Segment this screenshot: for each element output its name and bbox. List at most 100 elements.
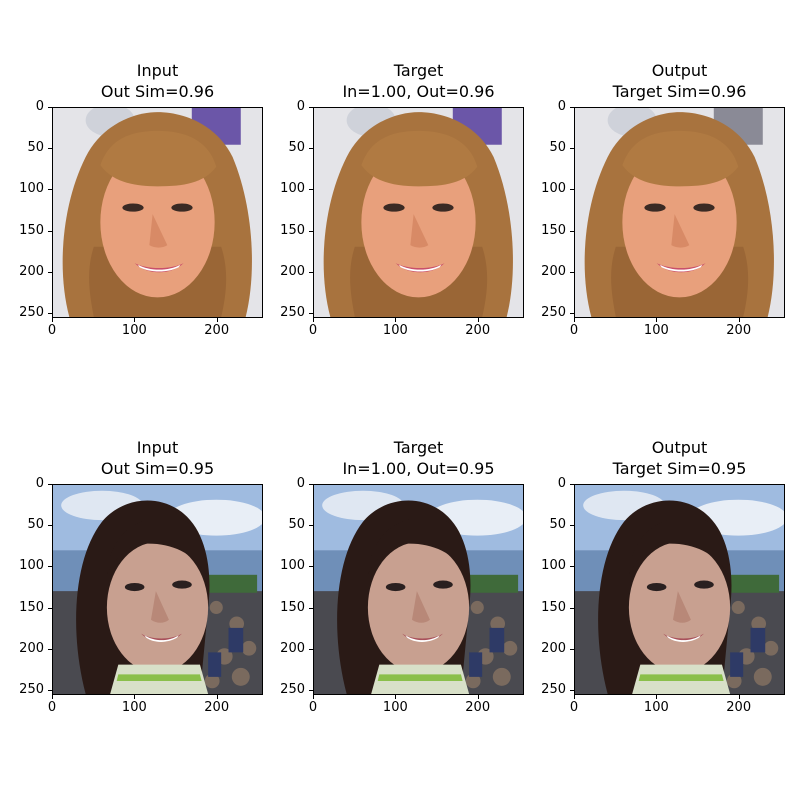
y-tick-label: 200 [541,640,566,656]
y-tick [309,648,313,650]
y-tick [309,607,313,609]
portrait-image [53,485,262,694]
y-tick [570,148,574,150]
y-tick [48,312,52,314]
y-tick-label: 150 [19,599,44,615]
y-tick-label: 100 [541,558,566,574]
y-tick-label: 50 [27,517,44,533]
y-tick-label: 150 [280,222,305,238]
y-tick [309,107,313,108]
x-tick-label: 200 [726,323,752,338]
y-tick [48,271,52,273]
y-tick [48,148,52,150]
y-tick-label: 250 [541,304,566,320]
x-tick [134,318,136,322]
x-tick [477,695,479,699]
y-tick [570,271,574,273]
y-tick [570,230,574,232]
y-tick-label: 250 [280,304,305,320]
portrait-image [53,108,262,317]
y-tick [48,648,52,650]
subplot-subtitle: Target Sim=0.96 [612,82,747,101]
y-tick-label: 150 [541,599,566,615]
y-tick-label: 50 [27,140,44,156]
y-tick [570,566,574,568]
x-tick-label: 0 [569,323,579,338]
y-tick-label: 150 [19,222,44,238]
y-tick-label: 0 [296,99,305,114]
x-tick [395,695,397,699]
y-tick [570,525,574,527]
x-tick-label: 200 [204,323,230,338]
y-tick [570,312,574,314]
y-tick-label: 200 [19,640,44,656]
x-tick-label: 100 [382,700,408,715]
x-tick [216,318,218,322]
x-tick [313,318,314,322]
x-tick-label: 100 [382,323,408,338]
y-tick [48,107,52,108]
subplot-title: Input [136,61,179,80]
portrait-image [314,108,523,317]
x-tick-label: 100 [121,323,147,338]
x-tick-label: 100 [643,700,669,715]
y-tick-label: 250 [541,681,566,697]
y-tick-label: 50 [288,517,305,533]
y-tick-label: 250 [19,304,44,320]
x-tick [313,695,314,699]
x-tick [738,695,740,699]
y-tick [309,148,313,150]
y-tick-label: 100 [541,181,566,197]
y-tick-label: 0 [296,476,305,491]
x-tick-label: 0 [47,700,57,715]
x-tick [395,318,397,322]
y-tick [570,648,574,650]
y-tick [48,566,52,568]
y-tick-label: 100 [280,558,305,574]
y-tick [309,689,313,691]
subplot-subtitle: Target Sim=0.95 [612,459,747,478]
image-frame [52,484,263,695]
y-tick [309,484,313,485]
x-tick-label: 200 [726,700,752,715]
subplot-title: Target [393,438,444,457]
y-tick-label: 50 [288,140,305,156]
y-tick-label: 100 [19,181,44,197]
subplot-subtitle: Out Sim=0.95 [100,459,215,478]
portrait-image [575,108,784,317]
x-tick-label: 0 [569,700,579,715]
subplot-title: Output [651,438,708,457]
y-tick-label: 50 [549,140,566,156]
y-tick [309,525,313,527]
x-tick-label: 0 [308,700,318,715]
y-tick [309,566,313,568]
y-tick [570,107,574,108]
y-tick-label: 50 [549,517,566,533]
portrait-image [575,485,784,694]
x-tick [656,695,658,699]
y-tick [48,607,52,609]
x-tick-label: 0 [308,323,318,338]
y-tick [570,484,574,485]
x-tick-label: 100 [121,700,147,715]
y-tick [309,271,313,273]
y-tick-label: 100 [280,181,305,197]
y-tick-label: 150 [280,599,305,615]
subplot-title: Target [393,61,444,80]
x-tick [52,695,53,699]
subplot-subtitle: Out Sim=0.96 [100,82,215,101]
y-tick [48,484,52,485]
y-tick [570,607,574,609]
x-tick [574,318,575,322]
x-tick-label: 200 [465,700,491,715]
y-tick-label: 100 [19,558,44,574]
x-tick [656,318,658,322]
y-tick [309,230,313,232]
x-tick [52,318,53,322]
x-tick-label: 200 [204,700,230,715]
image-frame [313,484,524,695]
y-tick-label: 200 [541,263,566,279]
y-tick [309,189,313,191]
image-frame [574,484,785,695]
x-tick [134,695,136,699]
